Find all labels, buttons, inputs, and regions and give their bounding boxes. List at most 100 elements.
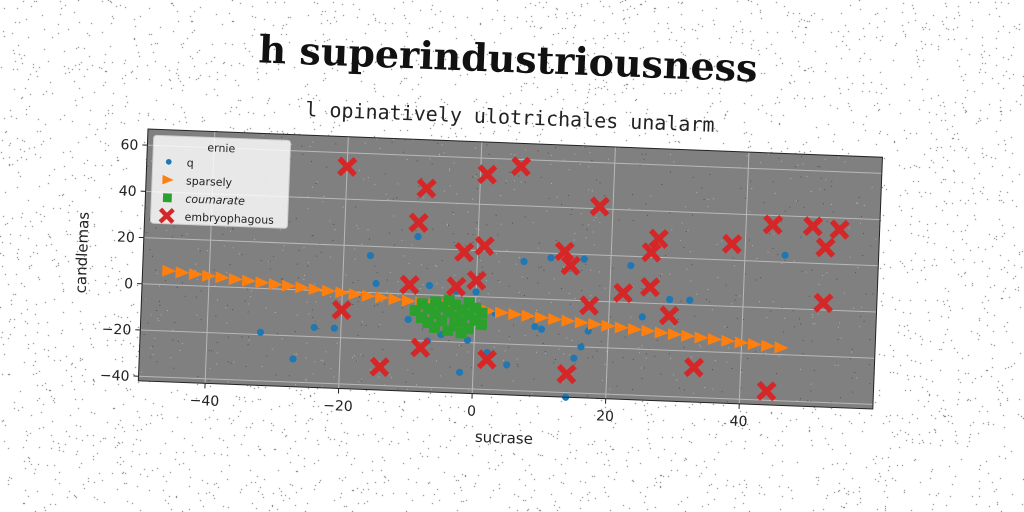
sparsely-point <box>561 314 576 327</box>
legend-label-coumarate: coumarate <box>185 192 245 207</box>
embryophagous-point <box>802 216 824 237</box>
x-tick-label: 40 <box>729 414 747 431</box>
x-tick-label: 0 <box>467 403 477 419</box>
embryophagous-point <box>369 356 390 378</box>
q-point <box>577 343 585 351</box>
embryophagous-point <box>829 219 850 240</box>
sparsely-point <box>348 288 363 300</box>
q-point <box>580 255 588 263</box>
q-point <box>520 257 528 266</box>
legend-marker-q <box>165 158 172 165</box>
sparsely-point <box>335 286 350 299</box>
sparsely-point <box>721 334 736 347</box>
sparsely-point <box>654 326 669 339</box>
embryophagous-point <box>721 233 743 255</box>
sparsely-point <box>375 291 390 304</box>
sparsely-point <box>614 321 629 334</box>
grid-line-y <box>142 283 877 313</box>
coumarate-point <box>475 318 488 331</box>
embryophagous-point <box>331 299 352 321</box>
y-tick-label: −40 <box>100 368 130 385</box>
q-point <box>425 281 434 290</box>
embryophagous-point <box>408 212 429 233</box>
sparsely-point <box>401 294 416 307</box>
embryophagous-point <box>560 255 581 276</box>
q-point <box>366 251 375 260</box>
y-tick-label: −20 <box>101 322 131 339</box>
q-point <box>372 279 380 288</box>
sparsely-point <box>627 323 643 336</box>
sparsely-point <box>534 311 549 324</box>
legend-label-sparsely: sparsely <box>186 175 233 190</box>
sparsely-point <box>215 271 230 284</box>
q-point <box>638 313 646 321</box>
plot-area: −40 −20 0 20 40 −40 −20 0 20 40 60 sucrase candlem… <box>72 128 883 448</box>
q-point <box>414 232 422 241</box>
q-point <box>330 324 338 332</box>
embryophagous-point <box>477 164 498 185</box>
sparsely-point <box>162 264 177 277</box>
data-marks <box>162 156 850 402</box>
embryophagous-point <box>813 292 834 314</box>
x-tick-label: −40 <box>189 393 219 410</box>
grid-line-y <box>143 237 879 267</box>
embryophagous-point <box>589 196 610 217</box>
q-point <box>627 261 635 270</box>
sparsely-point <box>175 266 190 279</box>
embryophagous-point <box>336 156 358 177</box>
q-point <box>781 251 789 259</box>
embryophagous-point <box>641 242 662 263</box>
legend-label-embryophagous: embryophagous <box>184 210 274 226</box>
legend-marker-coumarate <box>162 193 172 203</box>
legend-box <box>150 134 292 229</box>
sparsely-point <box>747 338 762 351</box>
embryophagous-point <box>476 349 498 370</box>
sparsely-point <box>694 331 709 344</box>
embryophagous-point <box>410 337 431 358</box>
q-point <box>531 323 539 331</box>
embryophagous-point <box>474 235 495 257</box>
sparsely-point <box>707 333 722 346</box>
q-point <box>547 254 555 262</box>
q-point <box>503 361 511 369</box>
q-point <box>472 288 480 296</box>
sparsely-point <box>361 289 376 302</box>
embryophagous-point <box>454 242 475 263</box>
sparsely-point <box>760 339 776 352</box>
grid-line-x <box>471 141 483 394</box>
q-point <box>456 368 464 376</box>
sparsely-point <box>494 306 510 319</box>
embryophagous-point <box>756 380 777 402</box>
embryophagous-point <box>466 270 487 291</box>
x-tick-label: 20 <box>596 408 614 425</box>
sparsely-point <box>774 341 789 354</box>
y-tick-label: 60 <box>120 137 138 154</box>
sparsely-point <box>548 313 563 326</box>
embryophagous-point <box>416 178 437 199</box>
coumarate-point <box>476 307 488 319</box>
embryophagous-point <box>612 282 634 304</box>
legend-title: ernie <box>207 141 236 155</box>
q-point <box>570 354 578 362</box>
grid-line-x <box>338 136 349 389</box>
sparsely-point <box>241 274 257 287</box>
embryophagous-point <box>762 214 784 235</box>
y-axis-label: candlemas <box>72 211 93 293</box>
embryophagous-point <box>815 237 836 258</box>
sparsely-point <box>601 319 616 332</box>
sparsely-point <box>255 276 270 289</box>
y-tick-label: 20 <box>117 230 135 247</box>
embryophagous-point <box>399 274 420 295</box>
chart-title-group: h superindustriousness <box>258 26 759 90</box>
sparsely-point <box>508 308 523 320</box>
legend-marker-sparsely <box>162 174 174 185</box>
legend: ernie q sparsely coumarate embryophagous <box>150 134 292 229</box>
grid-line-y <box>138 375 873 405</box>
sparsely-point <box>201 269 217 282</box>
embryophagous-point <box>683 357 705 378</box>
sparsely-point <box>734 336 749 349</box>
sparsely-point <box>321 284 337 297</box>
x-tick-label: −20 <box>323 398 353 415</box>
sparsely-point <box>268 278 283 290</box>
